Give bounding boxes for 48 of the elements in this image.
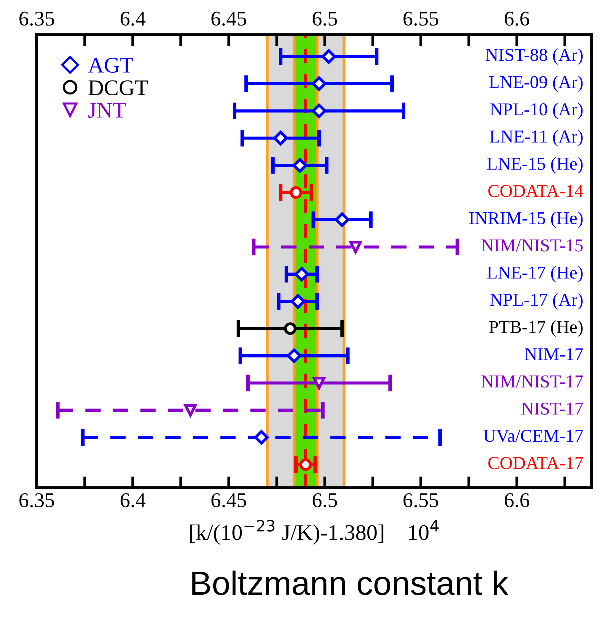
point bbox=[290, 186, 303, 200]
point bbox=[184, 404, 197, 417]
y-tick-label: UVa/CEM-17 bbox=[484, 430, 584, 442]
point bbox=[292, 158, 308, 173]
point bbox=[254, 430, 269, 445]
point bbox=[312, 104, 327, 118]
point bbox=[322, 49, 336, 64]
point bbox=[284, 322, 297, 336]
point bbox=[294, 267, 310, 282]
x2-tick-label: 6.6 bbox=[504, 12, 530, 26]
y-tick-label: CODATA-17 bbox=[488, 457, 584, 470]
y-tick-label: LNE-17 (He) bbox=[487, 266, 583, 283]
point bbox=[274, 131, 288, 146]
x2-tick-label: 6.35 bbox=[20, 12, 54, 26]
y-tick-label: NIST-17 bbox=[522, 402, 584, 415]
y-tick-label: NIM-17 bbox=[525, 348, 584, 360]
y-tick-label: INRIM-15 (He) bbox=[470, 212, 583, 228]
x2-tick-label: 6.5 bbox=[312, 12, 338, 26]
x2-tick-label: 6.55 bbox=[404, 12, 438, 26]
point bbox=[287, 348, 302, 364]
x-tick-label: 6.4 bbox=[120, 494, 146, 508]
point bbox=[335, 212, 350, 228]
y-tick-label: NIM/NIST-17 bbox=[482, 376, 584, 388]
y-tick-label: CODATA-14 bbox=[488, 185, 584, 198]
legend-label: AGT bbox=[88, 58, 134, 73]
point bbox=[313, 377, 326, 390]
x2-tick-label: 6.45 bbox=[212, 12, 246, 26]
y-tick-label: PTB-17 (He) bbox=[489, 320, 583, 338]
x-axis-title: [k/(10$^{−23}$ J/K)-1.380] 10$^{4}$ bbox=[190, 520, 439, 545]
x-tick-label: 6.6 bbox=[504, 494, 530, 508]
x-tick-label: 6.55 bbox=[404, 494, 438, 508]
text: Boltzmann constant k bbox=[192, 570, 509, 596]
x-tick-label: 6.45 bbox=[212, 494, 246, 508]
y-tick-label: NIM/NIST-15 bbox=[482, 240, 583, 252]
y-tick-label: NIST-88 (Ar) bbox=[486, 48, 583, 65]
point bbox=[312, 76, 327, 92]
point bbox=[300, 458, 312, 472]
y-tick-label: NPL-10 (Ar) bbox=[490, 102, 583, 120]
x-tick-label: 6.35 bbox=[20, 494, 54, 508]
y-tick-label: LNE-11 (Ar) bbox=[490, 130, 583, 147]
x2-tick-label: 6.4 bbox=[120, 12, 146, 26]
point bbox=[290, 294, 306, 309]
y-tick-label: LNE-09 (Ar) bbox=[489, 76, 583, 92]
legend-label: JNT bbox=[88, 103, 126, 118]
legend-label: DCGT bbox=[88, 80, 148, 96]
y-tick-label: LNE-15 (He) bbox=[487, 157, 583, 174]
y-tick-label: NPL-17 (Ar) bbox=[490, 293, 583, 310]
x-tick-label: 6.5 bbox=[312, 494, 338, 508]
